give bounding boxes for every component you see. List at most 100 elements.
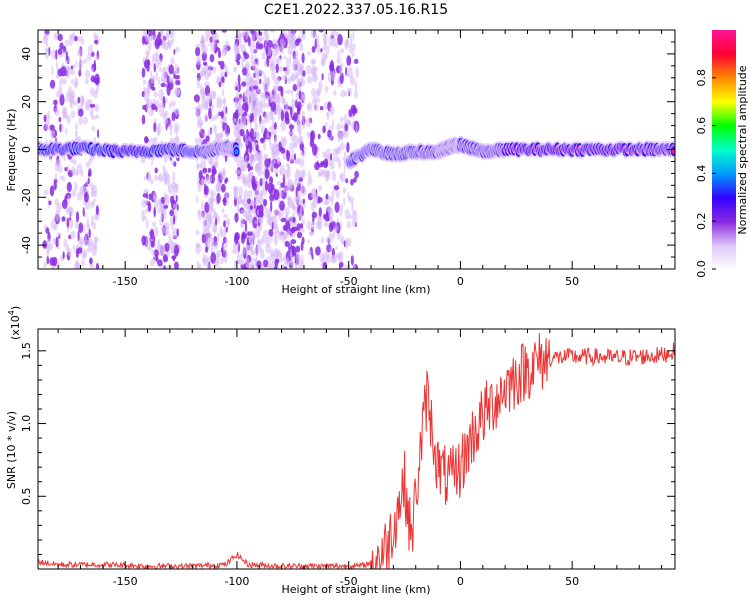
heatmap-cell xyxy=(56,202,62,214)
heatmap-cell xyxy=(147,82,151,90)
y-tick-label: -20 xyxy=(20,188,33,206)
heatmap-cell xyxy=(145,100,150,111)
heatmap-cell xyxy=(333,90,337,96)
heatmap-cell xyxy=(69,97,72,107)
heatmap-cell xyxy=(60,66,67,77)
heatmap-cell xyxy=(155,254,158,262)
heatmap-cell xyxy=(255,131,260,139)
heatmap-cell xyxy=(311,88,316,97)
heatmap-cell xyxy=(310,30,316,39)
heatmap-cell xyxy=(343,171,346,183)
heatmap-cell xyxy=(202,216,208,228)
heatmap-cell xyxy=(212,44,216,52)
heatmap-cell xyxy=(254,220,259,225)
heatmap-cell xyxy=(159,66,162,73)
heatmap-cell xyxy=(323,101,328,110)
heatmap-cell xyxy=(61,123,64,133)
heatmap-cell xyxy=(150,240,155,248)
heatmap-cell xyxy=(216,249,222,258)
heatmap-cell xyxy=(299,157,303,169)
heatmap-cell xyxy=(331,36,337,48)
heatmap-cell xyxy=(69,216,72,221)
heatmap-cell xyxy=(90,106,94,119)
heatmap-cell xyxy=(242,31,246,37)
heatmap-cell xyxy=(207,167,211,173)
heatmap-cell xyxy=(281,138,288,147)
heatmap-cell xyxy=(277,115,281,120)
heatmap-cell xyxy=(149,70,153,77)
heatmap-cell xyxy=(55,159,62,168)
heatmap-cell xyxy=(200,211,204,218)
heatmap-cell xyxy=(91,125,95,132)
heatmap-cell xyxy=(264,95,270,101)
heatmap-cell xyxy=(282,97,286,107)
heatmap-cell xyxy=(67,247,72,257)
heatmap-cell xyxy=(294,50,299,60)
heatmap-cell xyxy=(43,114,47,123)
heatmap-cell xyxy=(153,136,158,144)
heatmap-cell xyxy=(300,261,304,269)
heatmap-cell xyxy=(352,42,356,52)
heatmap-cell xyxy=(153,122,157,133)
heatmap-cell xyxy=(344,91,348,97)
heatmap-cell xyxy=(297,78,300,90)
heatmap-cell xyxy=(43,33,49,41)
heatmap-cell xyxy=(218,60,221,65)
heatmap-cell xyxy=(200,177,205,187)
heatmap-cell xyxy=(83,116,88,125)
heatmap-cell xyxy=(214,259,217,269)
heatmap-cell xyxy=(332,155,335,164)
heatmap-cell xyxy=(208,107,212,120)
heatmap-cell xyxy=(166,75,170,84)
heatmap-cell xyxy=(70,230,76,239)
heatmap-cell xyxy=(176,203,179,212)
heatmap-cell xyxy=(170,195,175,205)
heatmap-cell xyxy=(173,261,179,269)
heatmap-cell xyxy=(294,159,301,164)
heatmap-cell xyxy=(312,143,318,156)
heatmap-cell xyxy=(251,60,257,70)
heatmap-cell xyxy=(271,69,276,81)
heatmap-cell xyxy=(287,260,294,266)
heatmap-cell xyxy=(169,209,175,217)
heatmap-cell xyxy=(61,199,68,210)
heatmap-cell xyxy=(245,244,250,256)
heatmap-cell xyxy=(241,165,247,172)
y-tick-label: 0.5 xyxy=(20,488,33,506)
heatmap-cell xyxy=(57,33,63,42)
heatmap-cell xyxy=(246,157,249,162)
heatmap-cell xyxy=(143,87,149,94)
heatmap-cell xyxy=(265,46,269,55)
heatmap-cell xyxy=(55,60,59,72)
heatmap-cell xyxy=(272,150,276,155)
heatmap-cell xyxy=(62,51,66,56)
heatmap-cell xyxy=(337,34,343,46)
heatmap-cell xyxy=(255,177,258,185)
heatmap-cell xyxy=(76,163,83,174)
heatmap-cell xyxy=(154,167,158,174)
heatmap-cell xyxy=(325,193,329,200)
heatmap-cell xyxy=(240,209,246,214)
heatmap-cell xyxy=(307,239,310,245)
heatmap-cell xyxy=(347,119,352,126)
heatmap-cell xyxy=(298,209,303,220)
heatmap-cell xyxy=(254,67,260,79)
heatmap-cell xyxy=(174,88,181,95)
heatmap-cell xyxy=(257,231,260,238)
heatmap-cell xyxy=(226,220,230,229)
heatmap-cell xyxy=(247,231,253,236)
heatmap-cell xyxy=(255,33,258,38)
heatmap-cell xyxy=(164,242,170,252)
heatmap-cell xyxy=(288,131,294,136)
heatmap-cell xyxy=(222,197,227,206)
heatmap-cell xyxy=(269,30,276,33)
heatmap-cell xyxy=(334,155,340,163)
heatmap-cell xyxy=(63,156,66,162)
heatmap-cell xyxy=(346,220,352,229)
heatmap-cell xyxy=(243,111,248,117)
heatmap-cell xyxy=(273,163,279,169)
heatmap-cell xyxy=(201,201,204,211)
heatmap-cell xyxy=(322,151,327,158)
heatmap-cell xyxy=(266,77,271,86)
heatmap-cell xyxy=(258,217,262,224)
